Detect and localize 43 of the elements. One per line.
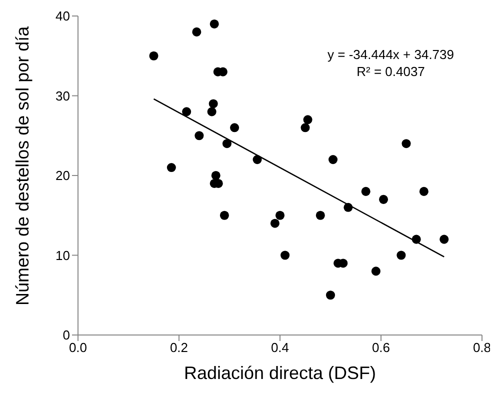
y-tick-label: 10 [56,248,70,263]
y-axis-title: Número de destellos de sol por día [12,25,32,306]
point [402,139,411,148]
point [208,99,218,108]
point [252,155,262,164]
point [316,210,325,220]
point [211,170,220,180]
point [230,123,240,132]
y-tick-label: 0 [62,328,70,343]
x-tick-label: 0.0 [68,340,88,356]
point [275,210,285,220]
point [166,163,176,172]
point [328,155,338,164]
point [222,139,232,148]
point [361,186,370,196]
point [270,218,280,228]
point [149,51,158,60]
point [412,234,421,244]
annotation: R² = 0.4037 [356,63,426,80]
point [371,266,380,276]
point [379,194,388,204]
x-axis-title: Radiación directa (DSF) [184,363,376,383]
point [220,210,229,220]
y-tick-label: 40 [56,8,70,24]
point [303,115,312,124]
point [182,107,192,116]
point [207,107,216,116]
x-tick-label: 0.2 [170,340,188,356]
annotation: y = -34.444x + 34.739 [328,46,454,63]
point [419,186,428,196]
y-tick-label: 20 [56,168,70,184]
point [440,234,449,244]
point [300,123,310,132]
point [192,27,202,36]
point [396,250,406,260]
point [280,250,290,260]
y-tick-label: 30 [56,88,70,104]
point [210,19,219,28]
point [344,202,353,212]
x-tick-label: 0.6 [372,340,390,356]
point [194,131,204,140]
x-tick-label: 0.4 [270,340,290,356]
point [326,290,336,300]
